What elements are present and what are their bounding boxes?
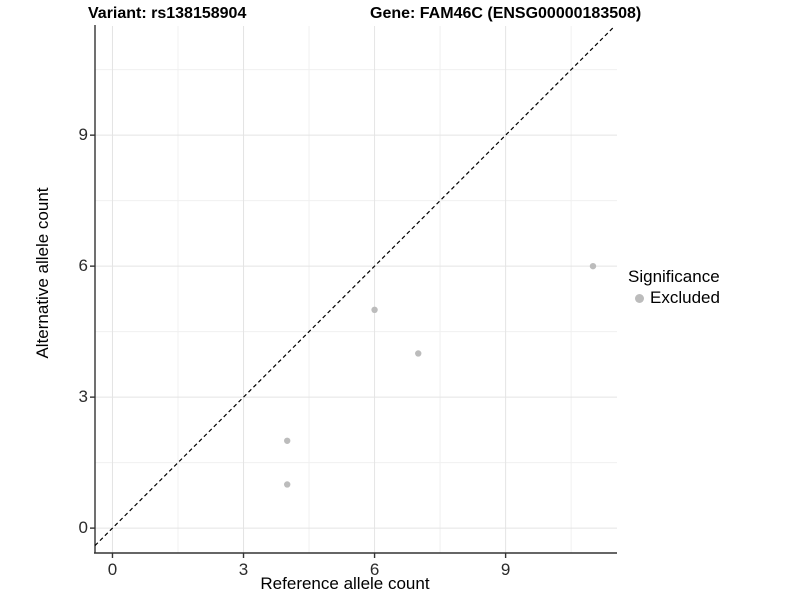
y-tick-label: 6 — [78, 256, 88, 276]
data-point — [371, 306, 378, 314]
legend-title: Significance — [628, 267, 720, 286]
y-tick-label: 0 — [78, 518, 88, 538]
legend-key — [628, 289, 650, 307]
y-axis-label: Alternative allele count — [33, 187, 52, 359]
x-tick-label: 9 — [500, 560, 511, 579]
data-point — [415, 350, 422, 357]
x-axis-label: Reference allele count — [260, 574, 430, 593]
x-tick-label: 0 — [107, 560, 118, 579]
x-tick-label: 3 — [238, 560, 249, 579]
legend-item-label: Excluded — [650, 288, 720, 307]
x-tick-label: 6 — [369, 560, 380, 579]
identity-dashed-line — [94, 25, 616, 547]
data-point — [589, 262, 597, 270]
plot-title-gene: Gene: FAM46C (ENSG00000183508) — [370, 5, 642, 22]
legend: Significance Excluded — [628, 267, 720, 308]
y-tick-label: 9 — [78, 125, 88, 145]
plot-title-variant: Variant: rs138158904 — [88, 5, 247, 22]
data-point — [284, 481, 291, 488]
legend-point-icon — [634, 293, 644, 303]
data-point — [284, 437, 291, 444]
legend-item: Excluded — [628, 288, 720, 308]
y-tick-label: 3 — [78, 387, 88, 407]
